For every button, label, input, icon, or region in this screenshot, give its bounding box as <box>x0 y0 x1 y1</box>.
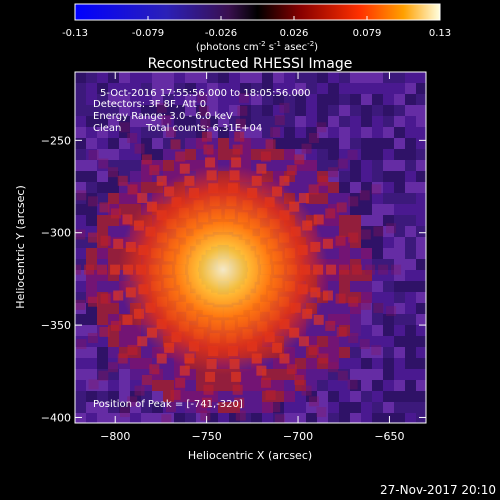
colorbar-ticks: -0.13 -0.079 -0.026 0.026 0.079 0.13 <box>62 16 451 39</box>
plot-title: Reconstructed RHESSI Image <box>148 56 353 72</box>
x-tick-label: −750 <box>192 430 222 443</box>
colorbar-tick-label: 0.026 <box>280 28 309 39</box>
peak-position-label: Position of Peak = [-741,-320] <box>93 399 243 410</box>
colorbar-unit-label: (photons cm-2 s-1 asec-2) <box>196 40 318 53</box>
y-tick-label: −350 <box>41 319 71 332</box>
x-axis-label: Heliocentric X (arcsec) <box>188 449 312 462</box>
info-detectors: Detectors: 3F 8F, Att 0 <box>93 99 206 110</box>
info-total-counts: Total counts: 6.31E+04 <box>145 123 262 134</box>
y-tick-label: −250 <box>41 134 71 147</box>
x-tick-label: −650 <box>374 430 404 443</box>
footer-date: 27-Nov-2017 20:10 <box>380 483 496 497</box>
colorbar-tick-label: -0.079 <box>132 28 164 39</box>
y-tick-label: −300 <box>41 227 71 240</box>
plot-frame <box>74 71 427 424</box>
colorbar-tick-label: -0.13 <box>62 28 88 39</box>
info-time-range: 5-Oct-2016 17:55:56.000 to 18:05:56.000 <box>100 88 311 99</box>
colorbar-tick-label: -0.026 <box>205 28 237 39</box>
axis-ticks: −800 −750 −700 −650 −250 −300 −350 −400 <box>41 72 426 443</box>
flare-source <box>118 164 329 375</box>
colorbar-tick-label: 0.13 <box>429 28 451 39</box>
x-tick-label: −700 <box>283 430 313 443</box>
y-tick-label: −400 <box>41 411 71 424</box>
info-method: Clean <box>93 123 121 134</box>
colorbar-tick-label: 0.079 <box>353 28 382 39</box>
x-tick-label: −800 <box>100 430 130 443</box>
image-panel <box>75 72 426 423</box>
y-axis-label: Heliocentric Y (arcsec) <box>14 185 27 309</box>
colorbar <box>74 3 441 21</box>
info-energy-range: Energy Range: 3.0 - 6.0 keV <box>93 111 233 122</box>
